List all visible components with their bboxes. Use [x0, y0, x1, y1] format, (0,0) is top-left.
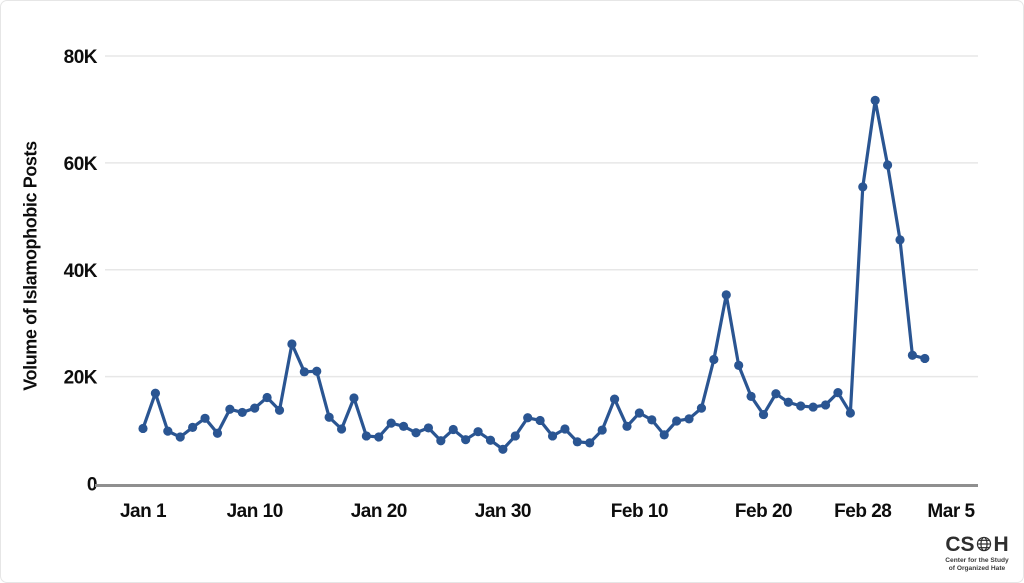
data-point: [734, 360, 744, 371]
data-point: [237, 407, 247, 418]
data-point: [287, 339, 297, 349]
data-point: [696, 403, 707, 413]
data-point: [448, 424, 458, 435]
data-point: [188, 422, 198, 432]
data-point: [225, 404, 235, 414]
data-point: [833, 388, 843, 398]
data-point: [361, 431, 371, 441]
y-tick-label: 80K: [64, 47, 98, 68]
data-point: [758, 409, 769, 420]
data-point: [423, 423, 434, 433]
data-point: [336, 424, 347, 434]
csoh-logo: CS H Center for the Study of Organized H…: [941, 534, 1013, 574]
logo-text-h: H: [993, 532, 1009, 556]
y-tick-label: 20K: [64, 368, 98, 389]
x-tick-label: Jan 30: [475, 501, 531, 522]
x-tick-label: Mar 5: [927, 501, 975, 522]
data-point: [150, 388, 161, 398]
data-point: [461, 435, 471, 445]
logo-wordmark: CS H: [941, 534, 1013, 555]
data-point: [858, 182, 868, 192]
globe-icon: [976, 537, 992, 552]
y-tick-label: 60K: [64, 154, 98, 175]
data-point: [709, 354, 719, 365]
data-point: [299, 367, 309, 377]
data-point: [485, 435, 496, 445]
data-point: [721, 290, 731, 300]
data-point: [262, 392, 272, 403]
data-point: [386, 418, 396, 428]
x-tick-label: Feb 28: [834, 501, 891, 522]
data-point: [547, 431, 558, 441]
data-point: [175, 432, 185, 442]
data-point: [647, 415, 657, 425]
x-tick-label: Jan 1: [120, 501, 167, 522]
data-point: [535, 415, 545, 426]
data-point: [560, 424, 570, 434]
data-point: [684, 414, 694, 424]
x-tick-label: Feb 10: [611, 501, 668, 522]
data-point: [411, 428, 421, 438]
data-line: [141, 98, 927, 451]
data-point: [622, 421, 632, 431]
y-tick-label: 40K: [64, 261, 98, 282]
data-point: [796, 401, 806, 411]
data-point: [436, 436, 446, 446]
data-point: [609, 394, 620, 404]
data-point: [510, 431, 520, 441]
data-point: [200, 413, 210, 423]
data-point: [659, 430, 669, 440]
data-point: [374, 432, 384, 442]
data-point: [920, 353, 930, 364]
data-point: [349, 393, 359, 403]
data-point: [672, 416, 682, 426]
data-point: [212, 428, 223, 438]
x-tick-label: Jan 10: [227, 501, 283, 522]
logo-tagline: Center for the Study of Organized Hate: [941, 557, 1013, 574]
x-tick-label: Jan 20: [351, 501, 407, 522]
x-tick-label: Feb 20: [735, 501, 792, 522]
data-point: [895, 235, 905, 245]
data-point: [870, 95, 880, 105]
data-point: [473, 427, 483, 437]
logo-text-cs: CS: [945, 532, 975, 556]
data-point: [771, 389, 781, 399]
y-tick-label: 0: [87, 475, 97, 496]
tagline-line-1: Center for the Study: [945, 556, 1009, 564]
data-point: [312, 366, 322, 376]
data-point: [274, 405, 285, 415]
data-point: [746, 391, 756, 401]
data-point: [845, 408, 855, 418]
data-point: [597, 425, 607, 435]
data-point: [783, 397, 793, 407]
data-point: [163, 426, 173, 436]
data-point: [585, 438, 595, 448]
data-point: [634, 408, 645, 418]
data-point: [808, 402, 818, 412]
data-point: [820, 400, 831, 410]
data-point: [498, 444, 508, 454]
tagline-line-2: of Organized Hate: [948, 565, 1006, 573]
data-point: [138, 423, 148, 434]
data-point: [523, 413, 533, 423]
data-point: [907, 350, 918, 360]
data-point: [324, 412, 334, 422]
data-point: [572, 437, 582, 447]
data-point: [250, 403, 260, 413]
data-point: [883, 160, 893, 170]
data-point: [399, 421, 409, 431]
